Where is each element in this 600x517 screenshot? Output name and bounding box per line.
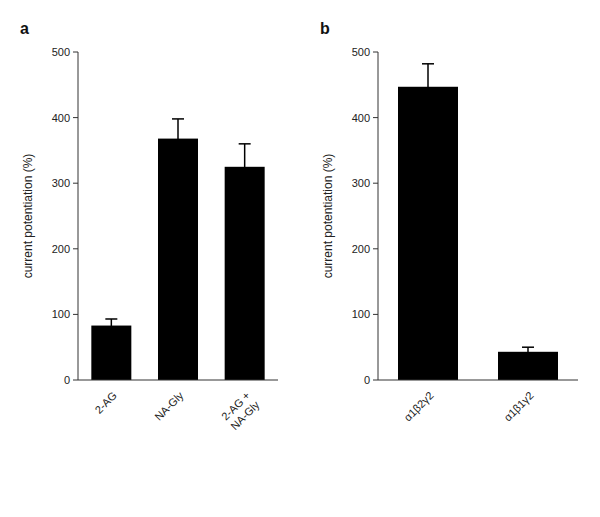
error-cap xyxy=(239,143,251,145)
y-tick xyxy=(373,248,378,249)
y-tick xyxy=(73,380,78,381)
bars xyxy=(91,119,264,380)
error-cap xyxy=(422,109,434,111)
panel: 0 100 200 300 400 500 α1β2γ2 α1β1γ2 current pote… xyxy=(320,20,578,423)
y-tick xyxy=(73,117,78,118)
x-tick-label-line: NA-Gly xyxy=(152,389,186,423)
x-axis xyxy=(78,380,278,381)
y-tick xyxy=(373,314,378,315)
x-tick-label-group: α1β1γ2 xyxy=(501,389,535,423)
bar xyxy=(398,87,458,380)
y-tick xyxy=(73,183,78,184)
error-line xyxy=(427,64,429,110)
bar xyxy=(158,139,198,380)
y-tick-label: 300 xyxy=(352,177,370,189)
x-tick-label-line: 2-AG xyxy=(92,389,119,416)
bar xyxy=(498,352,558,380)
x-tick-label-group: NA-Gly xyxy=(152,389,186,423)
figure: 01002003004005002-AGNA-Gly2-AG +NA-Glycu… xyxy=(0,0,600,517)
y-tick-label: 500 xyxy=(52,46,70,58)
x-tick-label: 2-AG +NA-Gly xyxy=(219,389,262,432)
x-tick-label-group: 2-AG xyxy=(92,389,119,416)
y-tick xyxy=(73,248,78,249)
error-line xyxy=(527,347,529,356)
x-tick-label-group: α1β2γ2 xyxy=(401,389,435,423)
y-tick xyxy=(373,380,378,381)
x-tick-label: α1β1γ2 xyxy=(501,389,535,423)
x-tick-label-line: NA-Gly xyxy=(228,398,262,432)
bar xyxy=(225,167,265,380)
error-bar xyxy=(239,144,251,190)
x-axis xyxy=(378,380,578,381)
y-tick-label: 200 xyxy=(352,243,370,255)
y-tick xyxy=(373,52,378,53)
y-tick-label: 0 xyxy=(64,374,70,386)
error-bar xyxy=(105,319,117,332)
y-tick-label: 0 xyxy=(364,374,370,386)
y-tick xyxy=(373,183,378,184)
panel-label: b xyxy=(320,20,330,37)
y-axis xyxy=(78,52,79,380)
error-line xyxy=(244,144,246,190)
error-line xyxy=(177,119,179,158)
x-tick-label: 2-AG xyxy=(92,389,119,416)
error-cap xyxy=(422,63,434,65)
y-tick-label: 100 xyxy=(52,308,70,320)
x-tick-label-line: α1β1γ2 xyxy=(501,389,535,423)
x-tick-label: α1β2γ2 xyxy=(401,389,435,423)
error-cap xyxy=(522,346,534,348)
y-tick-label: 100 xyxy=(352,308,370,320)
error-cap xyxy=(172,118,184,120)
y-tick-label: 400 xyxy=(352,112,370,124)
panel: 01002003004005002-AGNA-Gly2-AG +NA-Glycu… xyxy=(20,20,278,432)
y-tick-label: 300 xyxy=(52,177,70,189)
panel-label: a xyxy=(20,20,29,37)
error-bar xyxy=(422,64,434,110)
y-axis-label: current potentiation (%) xyxy=(321,154,335,279)
x-tick-label-group: 2-AG +NA-Gly xyxy=(219,389,262,432)
y-tick xyxy=(73,314,78,315)
error-line xyxy=(111,319,113,332)
x-tick-label: NA-Gly xyxy=(152,389,186,423)
error-cap xyxy=(239,189,251,191)
error-bar xyxy=(172,119,184,158)
y-axis xyxy=(378,52,379,380)
y-tick-label: 400 xyxy=(52,112,70,124)
y-tick xyxy=(73,52,78,53)
error-cap xyxy=(522,356,534,358)
x-tick-label-line: α1β2γ2 xyxy=(401,389,435,423)
y-axis-label: current potentiation (%) xyxy=(21,154,35,279)
bars xyxy=(398,64,558,380)
y-tick-label: 200 xyxy=(52,243,70,255)
y-tick-label: 500 xyxy=(352,46,370,58)
error-cap xyxy=(172,158,184,160)
error-cap xyxy=(105,318,117,320)
bar xyxy=(91,326,131,380)
error-cap xyxy=(105,331,117,333)
background xyxy=(0,0,600,517)
y-tick xyxy=(373,117,378,118)
error-bar xyxy=(522,347,534,356)
